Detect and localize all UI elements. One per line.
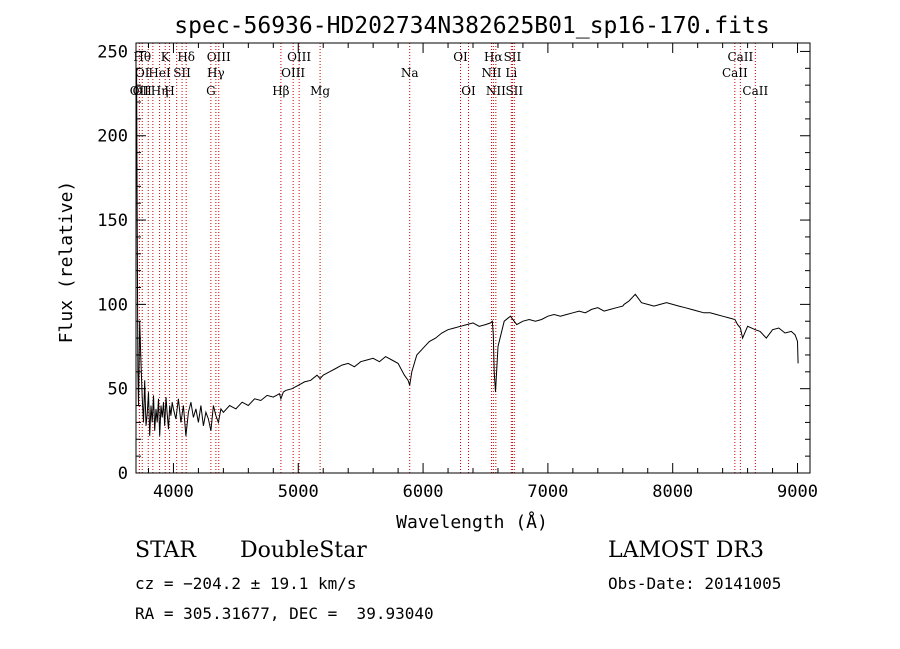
x-tick-label: 9000 (777, 482, 818, 502)
spectral-line-label: OIII (281, 66, 305, 80)
spectral-line-label: OI (135, 66, 150, 80)
spectral-line-label: Mg (310, 84, 330, 98)
y-tick-label: 0 (118, 464, 128, 484)
spectral-line-label: OII (133, 84, 153, 98)
spectral-line-label: G (206, 84, 216, 98)
spectral-line-label: Hγ (207, 66, 225, 80)
spectral-line-label: K (161, 50, 171, 64)
spectrum-series-line (135, 68, 799, 436)
spectral-line-label: NII (481, 66, 501, 80)
object-subclass: DoubleStar (240, 538, 367, 563)
line-markers (138, 43, 756, 473)
x-tick-label: 6000 (403, 482, 444, 502)
spectral-line-label: Hβ (272, 84, 289, 98)
x-tick-label: 8000 (652, 482, 693, 502)
spectral-line-label: SII (173, 66, 191, 80)
line-marker-labels: OIIHθOIOIIHeIHηKHSIIHδGHγOIIIHβOIIIOIIIM… (130, 50, 769, 98)
object-class: STAR (135, 538, 196, 563)
spectral-line-label: Hθ (133, 50, 151, 64)
x-tick-label: 7000 (527, 482, 568, 502)
survey-name: LAMOST DR3 (608, 538, 764, 563)
spectral-line-label: CaII (742, 84, 768, 98)
spectral-line-label: Hη (151, 84, 169, 98)
spectral-line-label: SII (505, 84, 523, 98)
ra-dec-coordinates: RA = 305.31677, DEC = 39.93040 (135, 604, 434, 623)
y-tick-label: 150 (97, 211, 128, 231)
spectral-line-label: SII (504, 50, 522, 64)
spectral-line-label: OIII (287, 50, 311, 64)
y-tick-label: 50 (108, 380, 128, 400)
spectral-line-label: Li (505, 66, 517, 80)
y-tick-label: 100 (97, 295, 128, 315)
y-axis-label: Flux (relative) (56, 181, 77, 344)
y-tick-label: 250 (97, 42, 128, 62)
spectral-line-label: HeI (148, 66, 171, 80)
redshift-cz: cz = −204.2 ± 19.1 km/s (135, 574, 357, 593)
x-axis-label: Wavelength (Å) (396, 511, 548, 533)
plot-frame (135, 42, 811, 474)
spectral-line-label: Na (401, 66, 419, 80)
spectral-line-label: OI (453, 50, 468, 64)
spectral-line-label: NII (486, 84, 506, 98)
x-tick-label: 4000 (153, 482, 194, 502)
chart-title: spec-56936-HD202734N382625B01_sp16-170.f… (174, 13, 769, 39)
spectral-line-label: OIII (207, 50, 231, 64)
obs-date: Obs-Date: 20141005 (608, 574, 782, 593)
axis-ticks (136, 43, 810, 474)
spectral-line-label: OI (461, 84, 476, 98)
spectral-line-label: Hδ (177, 50, 195, 64)
spectral-line-label: Hα (484, 50, 503, 64)
spectral-line-label: CaII (722, 66, 748, 80)
spectral-line-label: OII (130, 84, 150, 98)
axis-tick-labels: 4000 5000 6000 7000 8000 9000 0 50 100 150 200 250 (97, 42, 818, 502)
spectral-line-label: CaII (727, 50, 753, 64)
x-tick-label: 5000 (278, 482, 319, 502)
spectral-line-label: H (164, 84, 174, 98)
y-tick-label: 200 (97, 127, 128, 147)
